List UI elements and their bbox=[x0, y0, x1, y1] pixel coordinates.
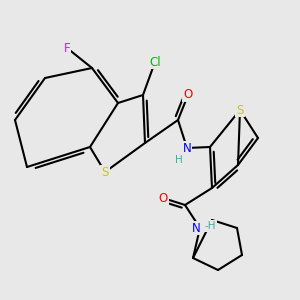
Text: O: O bbox=[158, 191, 168, 205]
Text: F: F bbox=[64, 41, 70, 55]
Text: H: H bbox=[175, 155, 183, 165]
Text: S: S bbox=[101, 166, 109, 178]
Text: Cl: Cl bbox=[149, 56, 161, 68]
Text: S: S bbox=[236, 103, 244, 116]
Text: O: O bbox=[183, 88, 193, 101]
Text: N: N bbox=[192, 221, 200, 235]
Text: -H: -H bbox=[204, 221, 216, 231]
Text: N: N bbox=[183, 142, 191, 154]
